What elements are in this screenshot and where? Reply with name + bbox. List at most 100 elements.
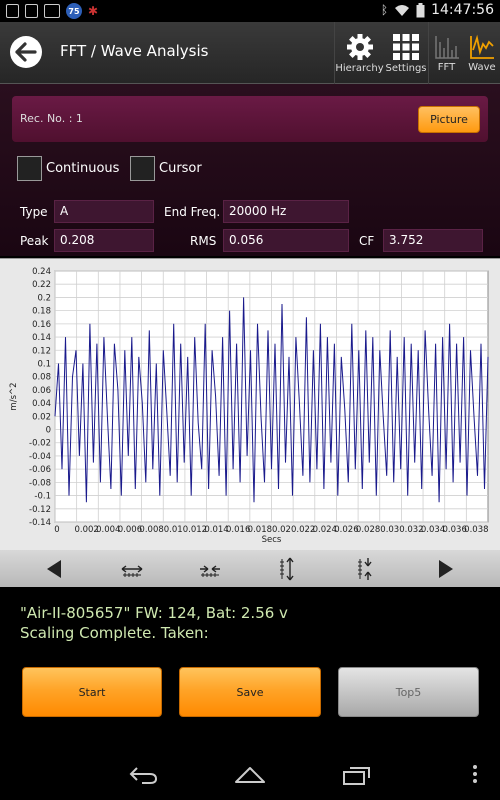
chart-controls [0,550,500,587]
y-tick-label: 0.22 [32,280,51,290]
zoom-in-vertical-icon [280,557,294,580]
x-tick-label: 0.014 [204,525,228,535]
recent-apps-icon[interactable] [342,764,372,786]
fft-tab[interactable]: FFT [428,22,464,84]
x-axis-label: Secs [262,535,282,545]
x-tick-label: 0.034 [421,525,445,535]
x-tick-label: 0.004 [96,525,120,535]
end-freq-label: End Freq. [164,205,221,219]
next-icon [439,559,453,578]
zoom-in-vertical-button[interactable] [270,550,306,587]
next-button[interactable] [428,550,464,587]
zoom-out-horizontal-icon [200,564,220,577]
x-tick-label: 0.028 [356,525,380,535]
hierarchy-label: Hierarchy [335,62,384,74]
zoom-in-horizontal-button[interactable] [114,550,150,587]
y-tick-label: -0.14 [29,518,51,528]
cf-label: CF [359,234,375,248]
settings-button[interactable]: Settings [384,22,428,84]
device-status-message: "Air-II-805657" FW: 124, Bat: 2.56 v Sca… [20,603,288,643]
y-tick-label: 0.02 [32,412,51,422]
x-tick-label: 0.002 [74,525,98,535]
x-tick-label: 0.008 [139,525,163,535]
save-button[interactable]: Save [179,667,321,717]
back-icon[interactable] [128,764,158,786]
sim-icon [25,4,38,18]
back-button[interactable] [10,36,42,68]
gear-icon [346,33,373,60]
fft-label: FFT [437,61,456,73]
badge-icon: 75 [66,3,82,19]
continuous-checkbox-box[interactable] [17,156,42,181]
type-field: A [54,200,154,223]
clock: 14:47:56 [431,2,494,18]
x-tick-label: 0.026 [334,525,358,535]
record-bar: Rec. No. : 1 Picture [12,96,488,142]
x-tick-label: 0.018 [248,525,272,535]
peak-label: Peak [20,234,49,248]
x-tick-label: 0.02 [272,525,291,535]
start-button[interactable]: Start [22,667,162,717]
x-tick-label: 0.022 [291,525,315,535]
x-tick-label: 0.032 [399,525,423,535]
zoom-in-horizontal-icon [121,564,143,577]
settings-label: Settings [385,62,427,74]
picture-button[interactable]: Picture [418,106,480,133]
x-tick-label: 0.012 [183,525,207,535]
type-label: Type [20,205,48,219]
x-tick-label: 0.01 [164,525,183,535]
previous-button[interactable] [36,550,72,587]
battery-icon [416,2,425,17]
device-info-line: "Air-II-805657" FW: 124, Bat: 2.56 v [20,604,288,622]
x-tick-label: 0.024 [313,525,337,535]
wave-label: Wave [468,61,496,73]
cursor-checkbox[interactable]: Cursor [130,156,202,181]
x-tick-label: 0.016 [226,525,250,535]
notification-icon [6,4,19,18]
cursor-label: Cursor [159,161,202,176]
zoom-out-horizontal-button[interactable] [192,550,228,587]
back-arrow-icon [15,42,37,62]
y-tick-label: 0.04 [32,399,51,409]
x-tick-label: 0.03 [380,525,399,535]
y-axis-label: m/s^2 [9,382,19,410]
peak-field: 0.208 [54,229,154,252]
x-tick-label: 0 [54,525,59,535]
spectrum-icon [434,35,459,59]
status-bar: 75 ✱ ᛒ 14:47:56 [0,0,500,22]
y-tick-label: 0.2 [37,293,51,303]
wifi-icon [395,4,410,16]
home-icon[interactable] [234,764,266,786]
cf-field: 3.752 [383,229,483,252]
top5-button[interactable]: Top5 [338,667,479,717]
hierarchy-button[interactable]: Hierarchy [334,22,384,84]
y-tick-label: 0.06 [32,386,51,396]
rms-field: 0.056 [223,229,349,252]
waveform-chart[interactable]: 0.24 0.22 0.2 0.18 0.16 0.14 0.12 0.1 0.08 0.06 0.… [0,258,500,550]
y-tick-label: 0.1 [37,359,51,369]
cursor-checkbox-box[interactable] [130,156,155,181]
overflow-menu-icon[interactable] [472,764,478,784]
y-tick-label: -0.1 [34,492,51,502]
action-bar: FFT / Wave Analysis Hierarchy [0,22,500,84]
x-tick-label: 0.038 [464,525,488,535]
waveform-icon [470,34,494,59]
y-tick-label: 0.16 [32,320,51,330]
continuous-checkbox[interactable]: Continuous [17,156,119,181]
y-tick-label: 0.18 [32,307,51,317]
x-tick-label: 0.036 [443,525,467,535]
y-tick-label: 0.14 [32,333,51,343]
zoom-out-vertical-button[interactable] [348,550,384,587]
y-tick-label: -0.12 [29,505,51,515]
y-tick-label: -0.06 [29,465,51,475]
analysis-panel: Rec. No. : 1 Picture Continuous Cursor T… [0,84,500,256]
y-tick-label: 0.08 [32,373,51,383]
y-tick-label: 0.24 [32,267,51,277]
y-tick-label: -0.02 [29,439,51,449]
x-tick-label: 0.006 [118,525,142,535]
zoom-out-vertical-icon [358,557,372,580]
system-nav-bar [0,748,500,800]
wave-tab[interactable]: Wave [464,22,500,84]
series-line-wave [54,297,489,503]
app-icon: ✱ [88,4,99,18]
